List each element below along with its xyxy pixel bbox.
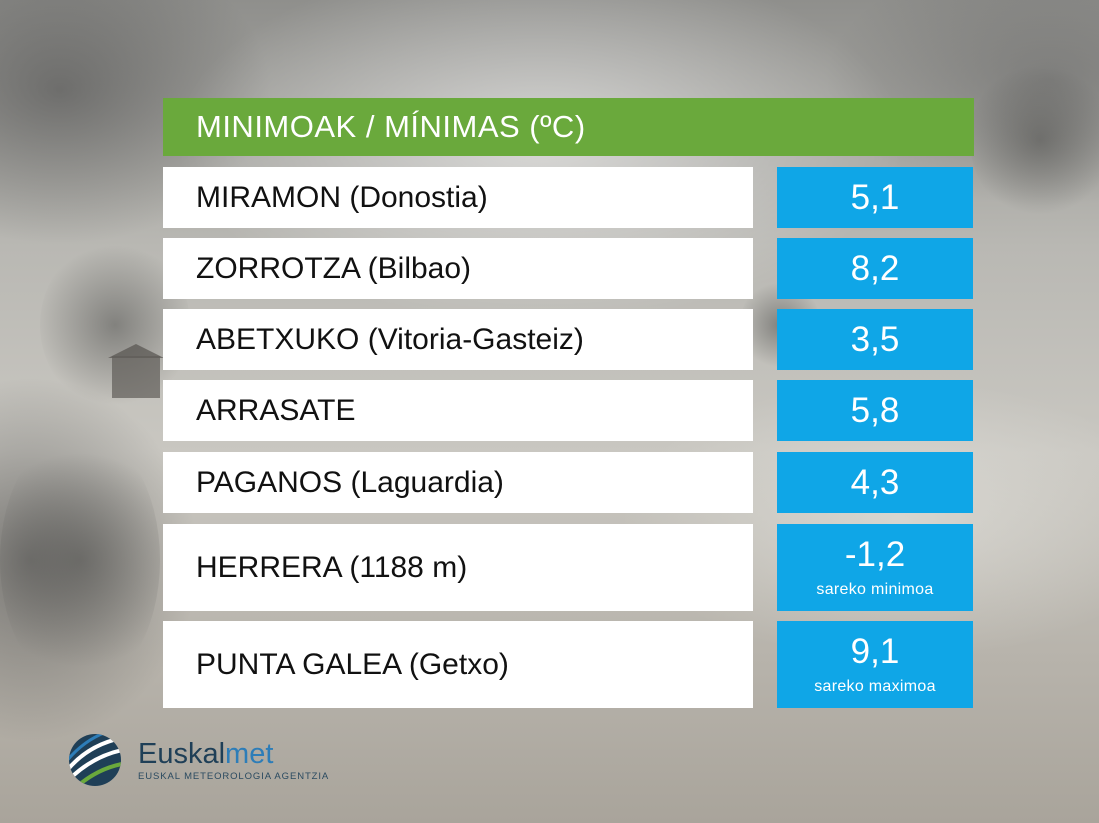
background-house-roof (108, 344, 164, 358)
station-name: ABETXUKO (Vitoria-Gasteiz) (196, 322, 584, 356)
logo-subtitle: EUSKAL METEOROLOGIA AGENTZIA (138, 770, 330, 782)
background-tree (0, 430, 160, 690)
station-name: PUNTA GALEA (Getxo) (196, 647, 509, 681)
table-header: MINIMOAK / MÍNIMAS (ºC) (163, 98, 974, 156)
table-row: PAGANOS (Laguardia) 4,3 (163, 452, 974, 513)
temperature-value-box: -1,2 sareko minimoa (777, 524, 973, 611)
temperature-value-box: 8,2 (777, 238, 973, 299)
euskalmet-logo: Euskalmet EUSKAL METEOROLOGIA AGENTZIA (66, 733, 329, 787)
station-name: PAGANOS (Laguardia) (196, 465, 504, 499)
station-label-box: PAGANOS (Laguardia) (163, 452, 753, 513)
temperature-value: -1,2 (844, 534, 906, 574)
logo-wordmark-part2: met (225, 737, 274, 770)
table-row: ZORROTZA (Bilbao) 8,2 (163, 238, 974, 299)
table-title: MINIMOAK / MÍNIMAS (ºC) (196, 109, 586, 144)
station-name: MIRAMON (Donostia) (196, 180, 488, 214)
table-row: PUNTA GALEA (Getxo) 9,1 sareko maximoa (163, 621, 974, 708)
station-label-box: ARRASATE (163, 380, 753, 441)
station-label-box: ABETXUKO (Vitoria-Gasteiz) (163, 309, 753, 370)
background-tree (970, 60, 1099, 220)
station-name: ZORROTZA (Bilbao) (196, 251, 472, 285)
logo-wordmark: Euskalmet (138, 739, 329, 769)
table-row: MIRAMON (Donostia) 5,1 (163, 167, 974, 228)
temperature-value: 9,1 (850, 631, 900, 671)
temperature-value: 5,1 (850, 177, 900, 217)
station-label-box: HERRERA (1188 m) (163, 524, 753, 611)
temperature-value: 4,3 (850, 462, 900, 502)
station-label-box: ZORROTZA (Bilbao) (163, 238, 753, 299)
temperature-value-box: 3,5 (777, 309, 973, 370)
temperature-value: 5,8 (850, 390, 900, 430)
temperature-value-box: 4,3 (777, 452, 973, 513)
logo-wordmark-part1: Euskal (138, 737, 226, 770)
table-row: ARRASATE 5,8 (163, 380, 974, 441)
station-label-box: MIRAMON (Donostia) (163, 167, 753, 228)
background-house (112, 356, 160, 398)
network-maximum-note: sareko maximoa (814, 677, 936, 695)
table-row: ABETXUKO (Vitoria-Gasteiz) 3,5 (163, 309, 974, 370)
logo-text: Euskalmet EUSKAL METEOROLOGIA AGENTZIA (138, 739, 329, 782)
temperature-value-box: 5,8 (777, 380, 973, 441)
temperature-value: 8,2 (850, 248, 900, 288)
station-label-box: PUNTA GALEA (Getxo) (163, 621, 753, 708)
temperature-value: 3,5 (850, 319, 900, 359)
station-name: HERRERA (1188 m) (196, 550, 468, 584)
network-minimum-note: sareko minimoa (816, 580, 934, 598)
station-name: ARRASATE (196, 393, 356, 427)
temperature-value-box: 5,1 (777, 167, 973, 228)
temperature-value-box: 9,1 sareko maximoa (777, 621, 973, 708)
euskalmet-logo-icon (69, 734, 121, 786)
table-row: HERRERA (1188 m) -1,2 sareko minimoa (163, 524, 974, 611)
